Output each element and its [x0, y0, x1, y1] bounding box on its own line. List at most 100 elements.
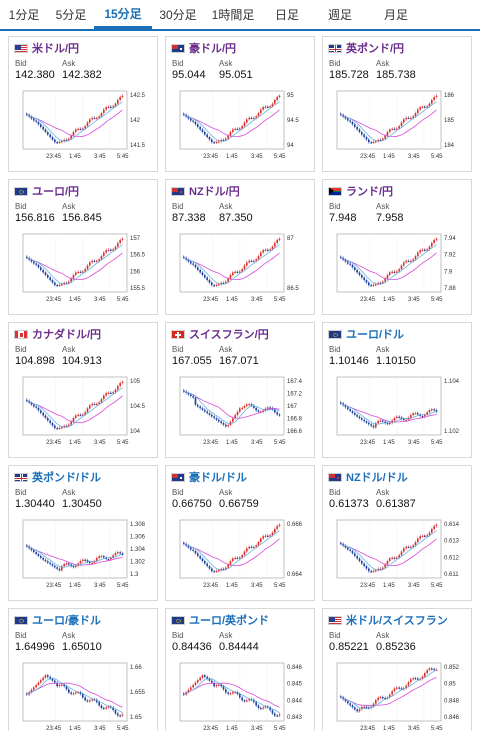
- ask-label: Ask: [219, 59, 233, 68]
- y-tick-label: 1.66: [130, 665, 142, 671]
- candle: [377, 697, 379, 701]
- currency-card[interactable]: NZドル/円 Bid Ask 87.338 87.350 87 86.5 23:45 1:45 3…: [165, 179, 315, 315]
- currency-card[interactable]: 米ドル/スイスフラン Bid Ask 0.85221 0.85236 0.852 0.85 0…: [322, 608, 472, 731]
- currency-card[interactable]: ユーロ/英ポンド Bid Ask 0.84436 0.84444 0.846 0.845 0.…: [165, 608, 315, 731]
- candlestick-chart[interactable]: 142.5 142 141.5 23:45 1:45 3:45 5:45: [9, 87, 158, 171]
- currency-card[interactable]: 英ポンド/ドル Bid Ask 1.30440 1.30450 1.308 1.306 1.3…: [8, 465, 158, 601]
- candlestick-chart[interactable]: 1.308 1.306 1.304 1.302 1.3 23:45 1:45 3:45 5:45: [9, 516, 158, 600]
- pair-name-link[interactable]: ユーロ/英ポンド: [189, 615, 270, 627]
- currency-card[interactable]: 米ドル/円 Bid Ask 142.380 142.382 142.5 142 141.5 23…: [8, 36, 158, 172]
- pair-name-link[interactable]: NZドル/円: [189, 186, 240, 198]
- tab-6[interactable]: 週足: [327, 8, 352, 22]
- tab-7[interactable]: 月足: [383, 8, 408, 22]
- candle: [405, 260, 407, 263]
- candle: [112, 392, 114, 394]
- candle: [428, 246, 431, 250]
- ask-label: Ask: [376, 631, 390, 640]
- candle: [121, 95, 124, 97]
- pair-name-link[interactable]: スイスフラン/円: [189, 329, 269, 341]
- candle: [232, 558, 234, 561]
- pair-name-link[interactable]: ランド/円: [346, 186, 394, 198]
- x-tick-label: 23:45: [360, 440, 376, 446]
- candle: [276, 412, 278, 415]
- ask-value: 1.10150: [376, 355, 416, 367]
- candle: [91, 117, 93, 120]
- candle: [276, 715, 278, 717]
- candlestick-chart[interactable]: 87 86.5 23:45 1:45 3:45 5:45: [166, 230, 315, 314]
- candlestick-chart[interactable]: 157 156.5 156 155.5 23:45 1:45 3:45 5:45: [9, 230, 158, 314]
- candle: [278, 414, 281, 416]
- y-tick-label: 142: [130, 118, 141, 124]
- candle: [51, 280, 54, 283]
- bid-label: Bid: [15, 345, 27, 354]
- candlestick-chart[interactable]: 0.614 0.613 0.612 0.611 23:45 1:45 3:45 5:45: [323, 516, 472, 600]
- y-tick-label: 1.302: [130, 560, 146, 566]
- tab-1[interactable]: 5分足: [55, 8, 87, 22]
- candle: [351, 550, 354, 554]
- candle: [35, 552, 37, 555]
- currency-card[interactable]: 豪ドル/ドル Bid Ask 0.66750 0.66759 0.666 0.664 23:4…: [165, 465, 315, 601]
- candle: [201, 408, 204, 410]
- pair-name-link[interactable]: ユーロ/豪ドル: [32, 615, 102, 627]
- candlestick-chart[interactable]: 1.104 1.102 23:45 1:45 3:45 5:45: [323, 373, 472, 457]
- candlestick-chart[interactable]: 186 185 184 23:45 1:45 3:45 5:45: [323, 87, 472, 171]
- candle: [49, 562, 51, 565]
- candle: [356, 414, 358, 417]
- y-tick-label: 7.9: [444, 269, 453, 275]
- currency-card[interactable]: 豪ドル/円 Bid Ask 95.044 95.051 95 94.5 94 23:45 1:45…: [165, 36, 315, 172]
- pair-name-link[interactable]: 米ドル/スイスフラン: [346, 615, 448, 627]
- pair-name-link[interactable]: ユーロ/円: [32, 186, 80, 198]
- candle: [363, 706, 365, 708]
- candlestick-chart[interactable]: 7.94 7.92 7.9 7.88 23:45 1:45 3:45 5:45: [323, 230, 472, 314]
- candle: [110, 249, 112, 251]
- ask-label: Ask: [376, 59, 390, 68]
- candle: [227, 278, 229, 282]
- candle: [96, 558, 98, 561]
- tab-4[interactable]: 1時間足: [211, 8, 255, 22]
- y-tick-label: 0.85: [444, 682, 456, 688]
- currency-card[interactable]: ランド/円 Bid Ask 7.948 7.958 7.94 7.92 7.9 7.88 23:4…: [322, 179, 472, 315]
- tab-3[interactable]: 30分足: [159, 8, 197, 22]
- candlestick-chart[interactable]: 167.4 167.2 167 166.8 166.6 23:45 1:45 3:45 5:45: [166, 373, 315, 457]
- pair-name-link[interactable]: 豪ドル/円: [189, 43, 237, 55]
- tab-2[interactable]: 15分足: [94, 0, 152, 29]
- currency-card[interactable]: カナダドル/円 Bid Ask 104.898 104.913 105 104.5 104 23…: [8, 322, 158, 458]
- candle: [119, 96, 121, 100]
- candle: [192, 396, 194, 398]
- pair-name-link[interactable]: 英ポンド/ドル: [32, 472, 102, 484]
- candle: [89, 405, 91, 409]
- candle: [379, 282, 382, 285]
- pair-name-link[interactable]: 英ポンド/円: [346, 43, 405, 55]
- candle: [248, 546, 250, 549]
- currency-card[interactable]: ユーロ/円 Bid Ask 156.816 156.845 157 156.5 156 155.…: [8, 179, 158, 315]
- candlestick-chart[interactable]: 0.666 0.664 23:45 1:45 3:45 5:45: [166, 516, 315, 600]
- pair-name-link[interactable]: ユーロ/ドル: [346, 329, 405, 341]
- candle: [349, 703, 351, 706]
- candle: [222, 568, 225, 571]
- candle: [215, 570, 218, 573]
- candle: [105, 393, 107, 396]
- card-header: ユーロ/円: [14, 183, 79, 199]
- currency-card[interactable]: スイスフラン/円 Bid Ask 167.055 167.071 167.4 167.2 16…: [165, 322, 315, 458]
- candlestick-chart[interactable]: 95 94.5 94 23:45 1:45 3:45 5:45: [166, 87, 315, 171]
- candle: [107, 706, 110, 708]
- pair-name-link[interactable]: NZドル/ドル: [346, 472, 408, 484]
- currency-card[interactable]: ユーロ/豪ドル Bid Ask 1.64996 1.65010 1.66 1.655 1.65…: [8, 608, 158, 731]
- candle: [421, 249, 424, 251]
- candlestick-chart[interactable]: 105 104.5 104 23:45 1:45 3:45 5:45: [9, 373, 158, 457]
- tab-5[interactable]: 日足: [274, 8, 299, 22]
- currency-card[interactable]: 英ポンド/円 Bid Ask 185.728 185.738 186 185 184 23:45…: [322, 36, 472, 172]
- pair-name-link[interactable]: 米ドル/円: [32, 43, 80, 55]
- candlestick-chart[interactable]: 0.852 0.85 0.848 0.846 23:45 1:45 3:45 5:45: [323, 659, 472, 731]
- candle: [396, 416, 398, 418]
- candle: [382, 420, 384, 422]
- candlestick-chart[interactable]: 0.846 0.845 0.844 0.843 23:45 1:45 3:45 5:45: [166, 659, 315, 731]
- currency-card[interactable]: NZドル/ドル Bid Ask 0.61373 0.61387 0.614 0.613 0.6…: [322, 465, 472, 601]
- candle: [82, 128, 84, 130]
- tab-0[interactable]: 1分足: [8, 8, 40, 22]
- currency-card[interactable]: ユーロ/ドル Bid Ask 1.10146 1.10150 1.104 1.102 23:4…: [322, 322, 472, 458]
- candle: [98, 702, 100, 706]
- candlestick-chart[interactable]: 1.66 1.655 1.65 23:45 1:45 3:45 5:45: [9, 659, 158, 731]
- pair-name-link[interactable]: カナダドル/円: [32, 329, 102, 341]
- pair-name-link[interactable]: 豪ドル/ドル: [189, 472, 248, 484]
